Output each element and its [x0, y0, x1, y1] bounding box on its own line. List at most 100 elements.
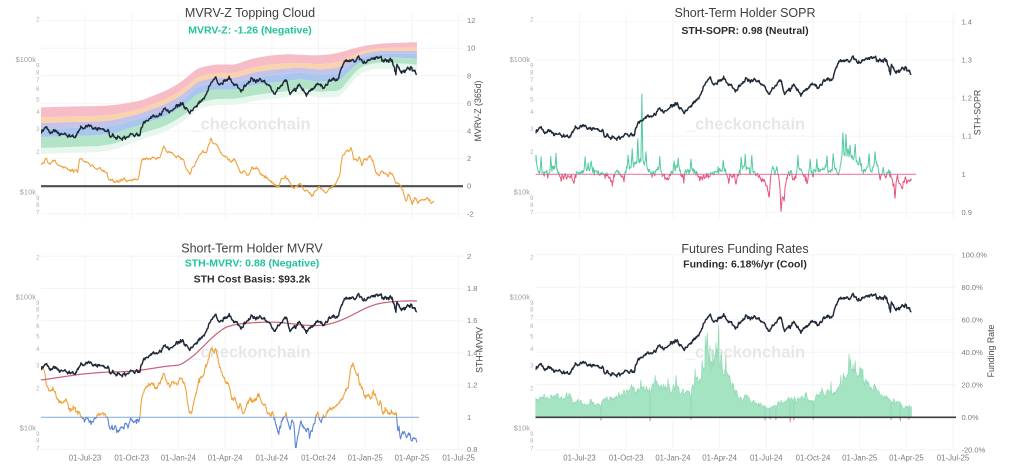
svg-text:9: 9 [530, 64, 534, 70]
svg-text:2: 2 [530, 256, 534, 262]
svg-text:4: 4 [467, 127, 471, 136]
svg-text:3: 3 [530, 364, 534, 370]
svg-text:STH-MVRV: 0.88 (Negative): STH-MVRV: 0.88 (Negative) [185, 258, 320, 270]
svg-text:$10k: $10k [20, 424, 37, 433]
svg-text:01-Apr-24: 01-Apr-24 [208, 454, 243, 463]
svg-text:6: 6 [36, 87, 40, 93]
svg-text:$100k: $100k [510, 293, 531, 302]
svg-text:01-Oct-23: 01-Oct-23 [609, 454, 644, 463]
svg-text:5: 5 [36, 334, 40, 340]
svg-text:10: 10 [467, 44, 475, 53]
svg-text:6: 6 [530, 87, 534, 93]
svg-text:60.0%: 60.0% [962, 315, 984, 324]
svg-text:STH-MVRV: STH-MVRV [475, 327, 485, 373]
svg-text:2: 2 [36, 18, 40, 24]
svg-text:4: 4 [530, 110, 534, 116]
svg-text:_checkonchain: _checkonchain [190, 115, 310, 133]
svg-text:1.2: 1.2 [962, 94, 972, 103]
svg-text:STH Cost Basis: $93.2k: STH Cost Basis: $93.2k [194, 274, 311, 286]
svg-text:9: 9 [36, 64, 40, 70]
svg-text:1.3: 1.3 [962, 56, 972, 65]
svg-text:01-Jul-25: 01-Jul-25 [442, 454, 475, 463]
svg-text:0: 0 [467, 182, 471, 191]
svg-text:_checkonchain: _checkonchain [685, 115, 805, 133]
svg-text:4: 4 [36, 347, 40, 353]
svg-text:$100k: $100k [510, 55, 531, 64]
svg-text:1.4: 1.4 [467, 348, 477, 357]
svg-text:8: 8 [530, 308, 534, 314]
svg-text:MVRV-Z (365d): MVRV-Z (365d) [473, 80, 483, 141]
svg-text:5: 5 [36, 97, 40, 103]
svg-text:2: 2 [530, 18, 534, 24]
svg-text:$10k: $10k [514, 424, 531, 433]
svg-text:6: 6 [36, 324, 40, 330]
svg-text:7: 7 [530, 315, 534, 321]
svg-text:8: 8 [36, 70, 40, 76]
svg-text:9: 9 [530, 301, 534, 307]
svg-text:1.6: 1.6 [467, 316, 477, 325]
svg-text:STH-SOPR: 0.98 (Neutral): STH-SOPR: 0.98 (Neutral) [681, 25, 808, 37]
svg-text:0.9: 0.9 [962, 208, 972, 217]
svg-text:$10k: $10k [514, 188, 531, 197]
svg-text:9: 9 [36, 301, 40, 307]
svg-text:_checkonchain: _checkonchain [685, 343, 805, 361]
svg-text:8: 8 [530, 203, 534, 209]
svg-text:-20.0%: -20.0% [962, 445, 986, 454]
svg-text:7: 7 [530, 211, 534, 217]
svg-text:7: 7 [530, 446, 534, 452]
svg-text:8: 8 [530, 439, 534, 445]
svg-text:2: 2 [36, 256, 40, 262]
svg-text:1.2: 1.2 [467, 381, 477, 390]
svg-text:7: 7 [36, 211, 40, 217]
svg-text:$100k: $100k [16, 55, 37, 64]
svg-text:80.0%: 80.0% [962, 283, 984, 292]
svg-text:1: 1 [962, 170, 966, 179]
svg-text:9: 9 [36, 432, 40, 438]
svg-text:2: 2 [36, 387, 40, 393]
svg-text:2: 2 [467, 154, 471, 163]
svg-text:8: 8 [36, 308, 40, 314]
svg-text:0.8: 0.8 [467, 445, 477, 454]
svg-text:8: 8 [36, 203, 40, 209]
svg-text:Funding Rate: Funding Rate [986, 324, 996, 377]
svg-text:12: 12 [467, 16, 475, 25]
svg-text:7: 7 [530, 78, 534, 84]
svg-text:2: 2 [530, 150, 534, 156]
svg-text:9: 9 [530, 196, 534, 202]
svg-text:100.0%: 100.0% [962, 250, 988, 259]
svg-text:Short-Term Holder MVRV: Short-Term Holder MVRV [181, 242, 323, 256]
svg-text:8: 8 [467, 71, 471, 80]
svg-text:1.8: 1.8 [467, 284, 477, 293]
svg-text:2: 2 [467, 252, 471, 261]
svg-text:40.0%: 40.0% [962, 348, 984, 357]
svg-text:0.0%: 0.0% [962, 413, 979, 422]
svg-text:01-Jul-23: 01-Jul-23 [69, 454, 102, 463]
svg-text:Short-Term Holder SOPR: Short-Term Holder SOPR [674, 6, 815, 20]
svg-text:1: 1 [467, 413, 471, 422]
svg-text:01-Jan-24: 01-Jan-24 [655, 454, 691, 463]
svg-text:01-Apr-25: 01-Apr-25 [889, 454, 924, 463]
svg-text:7: 7 [36, 315, 40, 321]
svg-text:8: 8 [36, 439, 40, 445]
svg-text:01-Oct-24: 01-Oct-24 [301, 454, 336, 463]
svg-text:Funding: 6.18%/yr (Cool): Funding: 6.18%/yr (Cool) [683, 259, 807, 271]
svg-text:01-Jan-25: 01-Jan-25 [842, 454, 878, 463]
svg-text:9: 9 [530, 432, 534, 438]
svg-text:3: 3 [36, 127, 40, 133]
svg-text:7: 7 [36, 78, 40, 84]
svg-text:01-Jul-24: 01-Jul-24 [256, 454, 289, 463]
svg-text:6: 6 [530, 324, 534, 330]
svg-text:01-Jul-25: 01-Jul-25 [937, 454, 970, 463]
svg-text:$100k: $100k [16, 293, 37, 302]
svg-text:20.0%: 20.0% [962, 380, 984, 389]
svg-text:01-Oct-23: 01-Oct-23 [114, 454, 149, 463]
svg-text:2: 2 [36, 150, 40, 156]
svg-text:4: 4 [530, 347, 534, 353]
svg-text:3: 3 [530, 127, 534, 133]
svg-text:8: 8 [530, 70, 534, 76]
svg-text:_checkonchain: _checkonchain [190, 343, 310, 361]
svg-text:01-Jul-24: 01-Jul-24 [750, 454, 783, 463]
svg-text:1.4: 1.4 [962, 17, 972, 26]
svg-text:5: 5 [530, 97, 534, 103]
svg-text:5: 5 [530, 334, 534, 340]
